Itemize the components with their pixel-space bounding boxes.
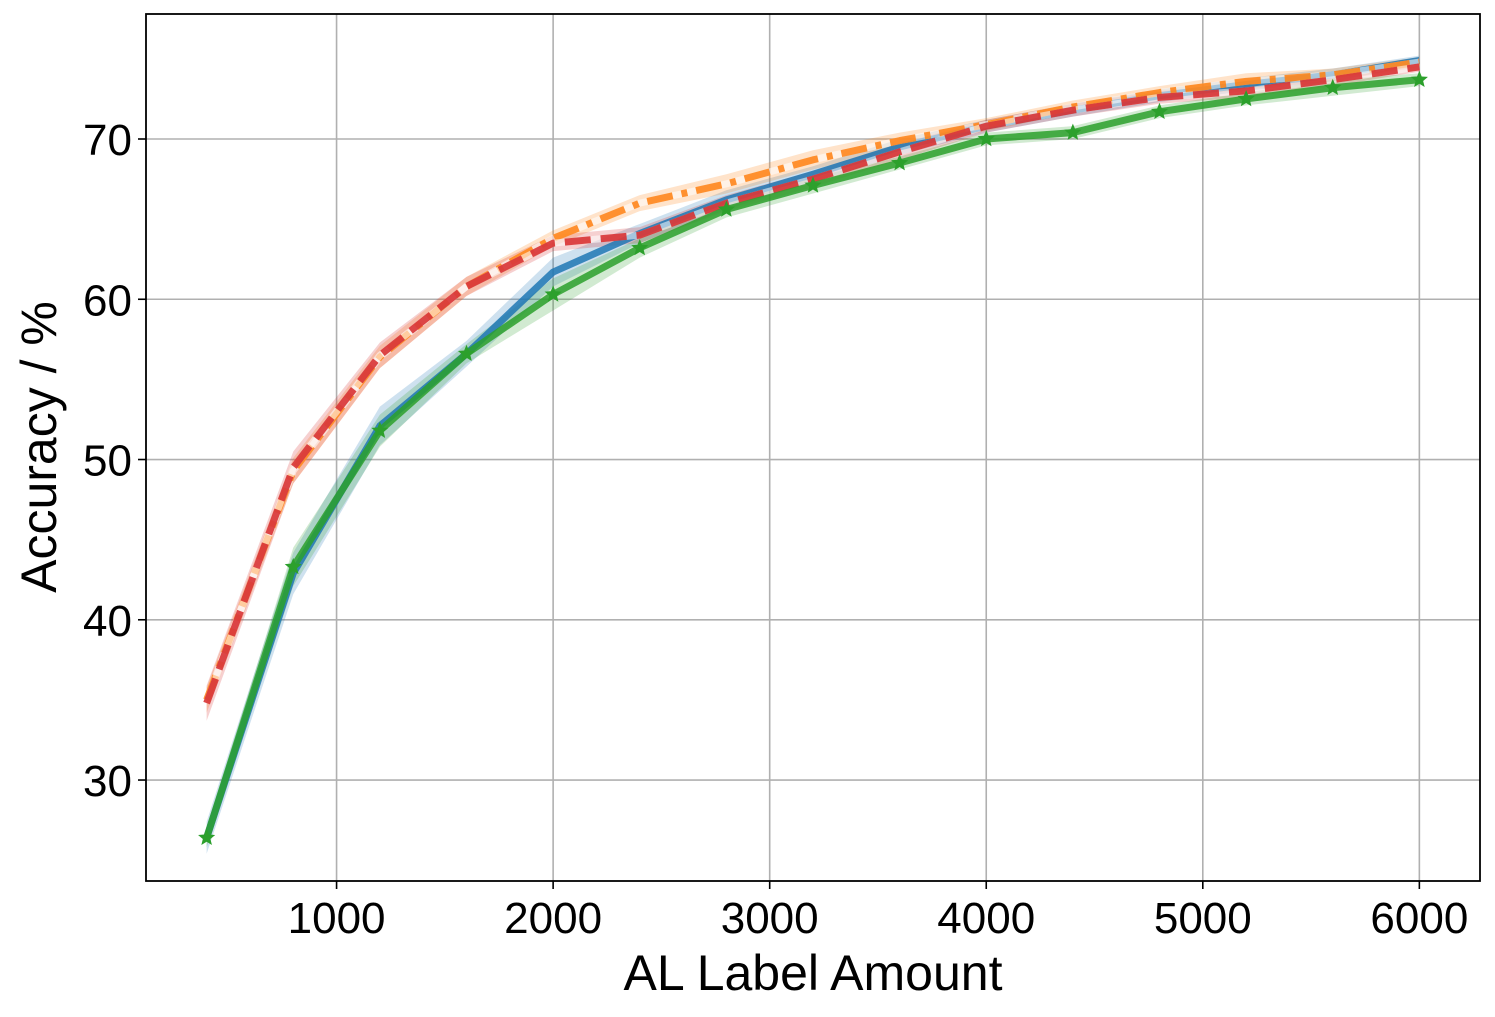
series-3-point xyxy=(284,557,302,575)
series-3-point xyxy=(977,130,995,147)
series-3-point xyxy=(804,176,822,193)
x-tick-label: 5000 xyxy=(1154,894,1252,943)
axis-ticks: 1000 2000 3000 4000 5000 6000 30 40 50 60 70 xyxy=(83,116,1468,943)
series-3-point xyxy=(1150,102,1169,120)
x-tick-label: 1000 xyxy=(288,894,386,943)
y-tick-label: 60 xyxy=(83,276,132,325)
plot-frame xyxy=(145,13,1481,882)
x-tick-label: 2000 xyxy=(504,894,602,943)
y-tick-label: 50 xyxy=(83,437,132,486)
x-tick-label: 4000 xyxy=(937,894,1035,943)
x-tick-label: 6000 xyxy=(1370,894,1468,943)
series-3-point xyxy=(1237,89,1255,107)
series-3-point xyxy=(717,200,735,217)
series-3-point xyxy=(1324,78,1342,95)
y-tick-label: 70 xyxy=(83,116,132,165)
x-tick-label: 3000 xyxy=(721,894,819,943)
series-3-point xyxy=(371,421,389,438)
y-tick-label: 40 xyxy=(83,597,132,646)
series-3-point xyxy=(631,238,649,256)
series-3-point xyxy=(1064,123,1082,140)
series-3-point xyxy=(544,285,562,302)
y-axis-label: Accuracy / % xyxy=(11,301,67,593)
series-3-point xyxy=(1410,70,1428,87)
series-3-point xyxy=(891,154,909,171)
y-tick-label: 30 xyxy=(83,757,132,806)
x-axis-label: AL Label Amount xyxy=(624,945,1003,1001)
series-3-point xyxy=(198,828,216,846)
grid-lines xyxy=(146,14,1480,881)
series-markers xyxy=(198,70,1428,846)
series-3-point xyxy=(457,344,476,362)
